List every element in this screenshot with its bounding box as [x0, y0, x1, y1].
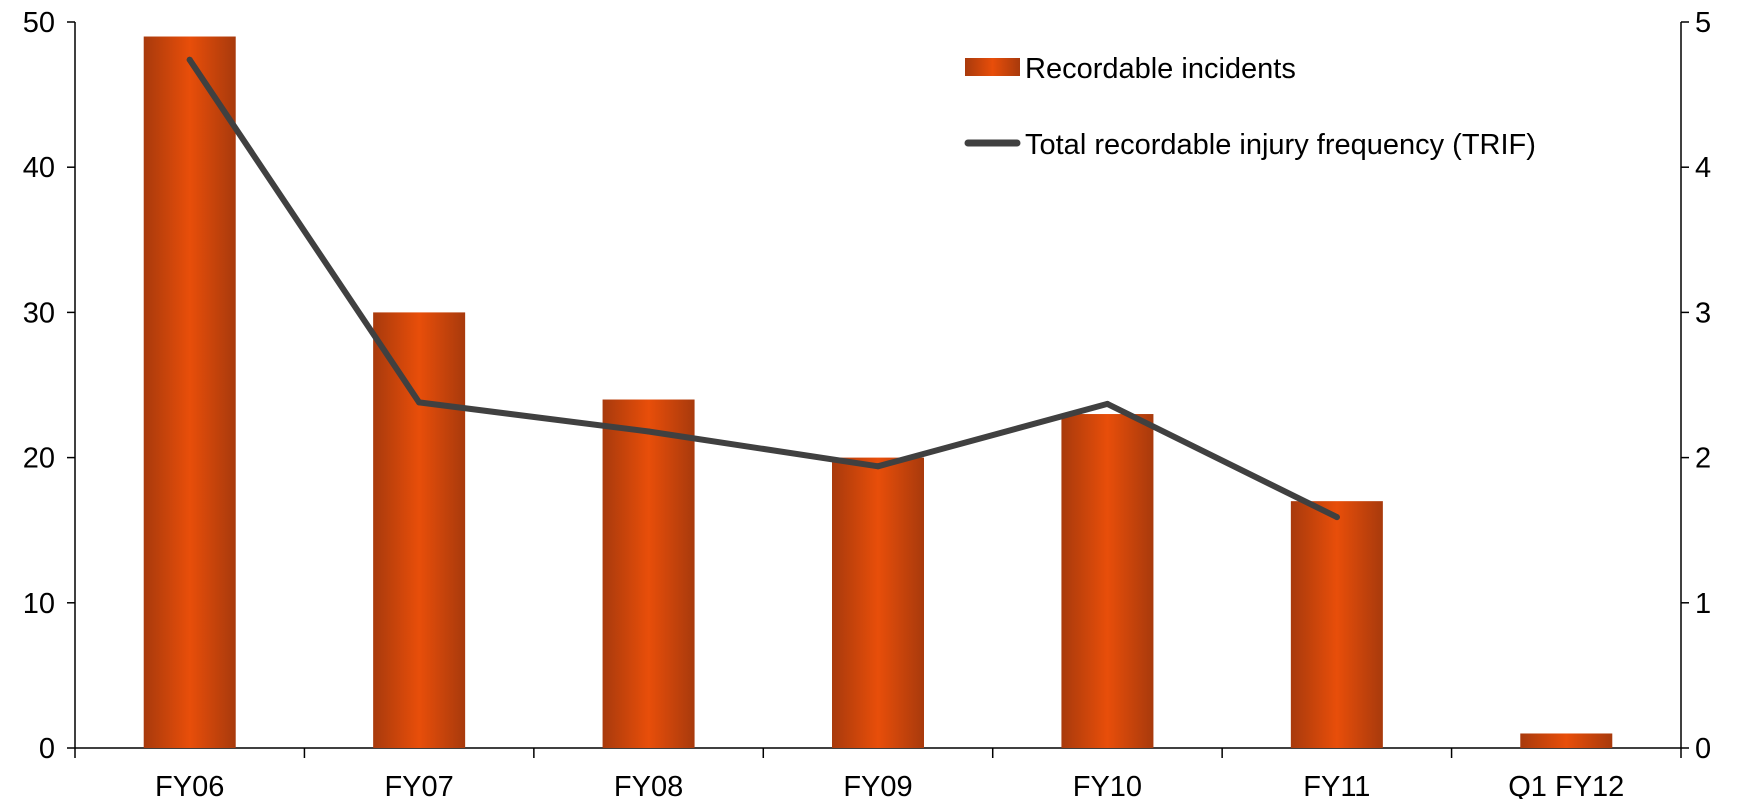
x-tick-label: FY06 [155, 771, 224, 799]
trif-point-fy09 [875, 463, 881, 470]
legend: Recordable incidents Total recordable in… [964, 53, 1536, 161]
legend-bar-swatch [965, 58, 1020, 76]
trif-point-fy08 [645, 428, 652, 435]
trif-point-fy06 [186, 56, 193, 63]
x-tick-label: Q1 FY12 [1508, 771, 1624, 799]
x-tick-label: FY08 [614, 771, 683, 799]
bar-fy06 [143, 36, 236, 748]
line-series [186, 56, 1340, 521]
trif-line [186, 56, 1340, 521]
right-tick-label: 2 [1695, 443, 1711, 475]
legend-label-line: Total recordable injury frequency (TRIF) [1025, 129, 1536, 161]
bar-fy08 [602, 399, 695, 748]
right-axis: 0 1 2 3 4 5 [1680, 7, 1711, 765]
left-tick-label: 10 [23, 588, 55, 620]
trif-point-fy10 [1104, 400, 1111, 407]
left-tick-label: 40 [23, 152, 55, 184]
bar-fy11 [1290, 501, 1383, 748]
bar-q1-fy12 [1520, 733, 1613, 748]
bar-series [143, 36, 1613, 748]
legend-label-bars: Recordable incidents [1025, 53, 1296, 85]
bar-fy10 [1061, 414, 1154, 748]
right-tick-label: 3 [1695, 297, 1711, 329]
left-tick-label: 20 [23, 443, 55, 475]
bar-fy07 [373, 312, 466, 748]
right-tick-label: 0 [1695, 733, 1711, 765]
x-tick-label: FY11 [1303, 771, 1370, 799]
left-axis: 0 10 20 30 40 50 [23, 7, 76, 765]
trif-point-fy11 [1333, 514, 1340, 521]
right-tick-label: 1 [1695, 588, 1711, 620]
x-tick-label: FY07 [384, 771, 453, 799]
x-tick-label: FY09 [843, 771, 912, 799]
trif-point-fy07 [416, 399, 423, 406]
left-tick-label: 0 [39, 733, 55, 765]
x-tick-label: FY10 [1073, 771, 1142, 799]
bar-fy09 [832, 457, 924, 748]
right-tick-label: 5 [1695, 7, 1711, 39]
left-tick-label: 30 [23, 297, 55, 329]
x-axis: FY06 FY07 FY08 FY09 FY10 FY11 Q1 FY12 [74, 747, 1682, 799]
left-tick-label: 50 [23, 7, 55, 39]
right-tick-label: 4 [1695, 152, 1711, 184]
